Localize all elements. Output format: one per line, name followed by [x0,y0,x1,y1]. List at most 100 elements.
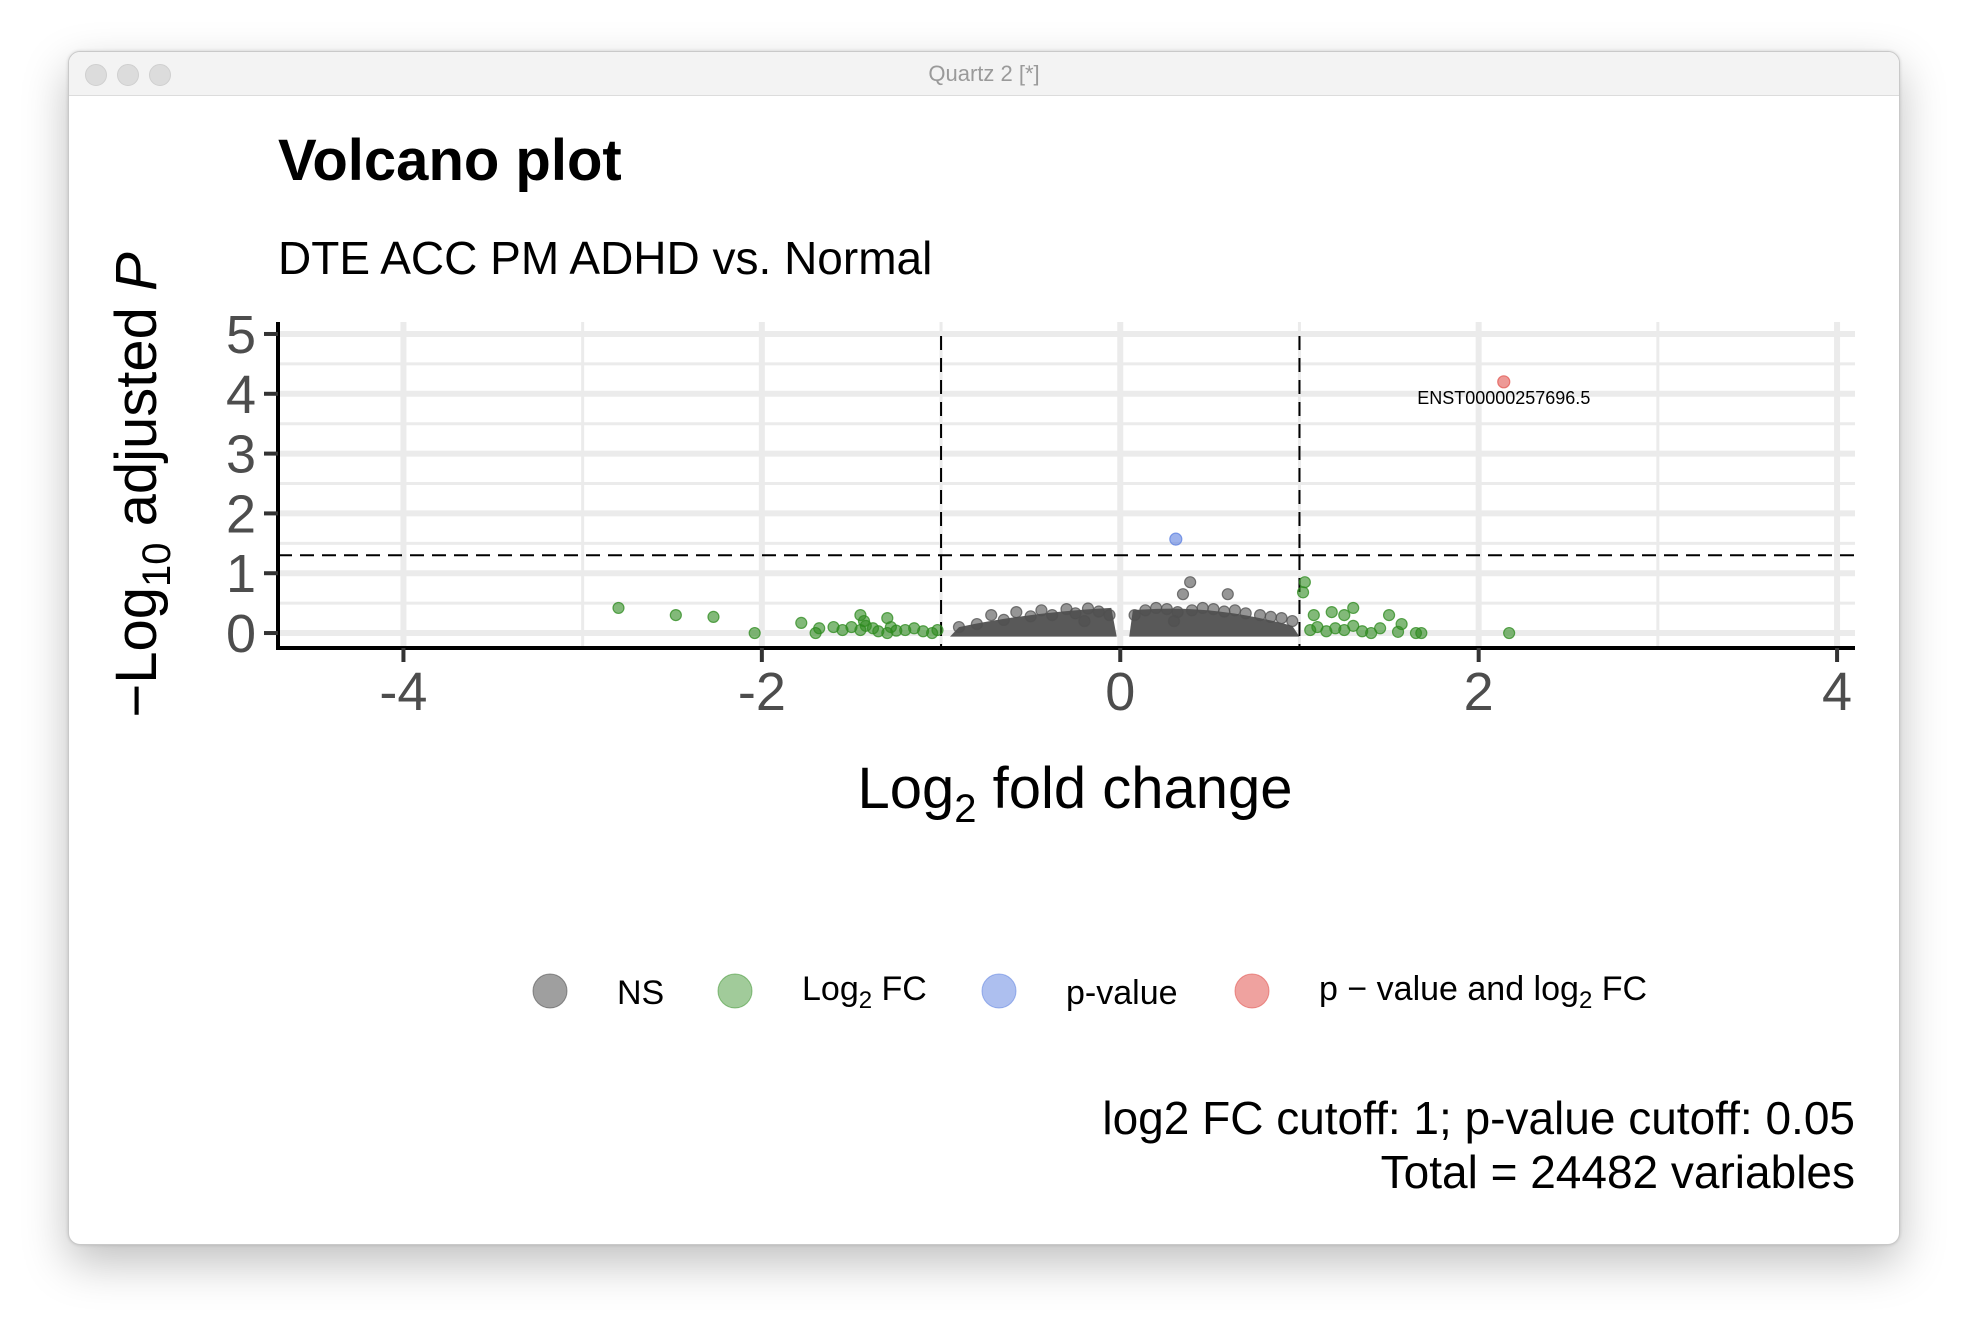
data-point [952,620,966,634]
legend-key-pvalue [981,973,1017,1009]
y-axis-label-pre: −Log [104,587,169,718]
data-point [1218,605,1231,618]
data-point [997,613,1010,626]
data-point [1046,609,1059,622]
data-point [1092,605,1105,618]
data-point [1286,614,1299,628]
y-tick-label: 2 [226,484,256,544]
data-point [1415,626,1428,640]
data-point [1253,609,1267,622]
data-point [1325,606,1338,619]
y-axis-label-sub: 10 [135,543,179,588]
x-tick-label: 2 [1464,662,1494,722]
data-point [1078,614,1091,628]
data-point [1347,619,1360,632]
data-point [1264,610,1277,623]
zoom-button[interactable] [149,64,171,86]
cutoff-lines [278,336,1855,648]
data-point [1338,609,1351,622]
legend-label-log2fc-rest: FC [872,970,927,1008]
minimize-button[interactable] [117,64,139,86]
legend-label-log2fc: Log2 FC [802,970,927,1014]
data-point [881,611,894,625]
data-point [1081,602,1095,615]
data-point [1296,586,1310,599]
data-point [970,617,983,631]
data-point [1382,609,1396,622]
data-point [1128,609,1141,622]
data-point [1185,604,1199,617]
y-axis-label: −Log10 adjusted P [104,252,179,718]
data-point [1176,588,1190,601]
data-point [1139,604,1152,617]
legend-label-log2fc-main: Log [802,970,859,1008]
x-tick-label: -2 [738,662,786,722]
data-point [612,601,625,615]
data-point [931,623,944,637]
data-point [809,626,822,640]
legend-label-both-main: p − value and log [1319,970,1579,1008]
y-tick-label: 3 [226,425,256,485]
legend-label-ns: NS [617,974,664,1012]
y-tick-label: 1 [226,544,256,604]
x-axis-label-rest: fold change [977,756,1293,821]
x-tick-label: -4 [379,662,427,722]
legend-key-ns [532,973,568,1009]
y-axis-label-p: P [104,252,169,291]
data-point [857,614,871,628]
title-bar[interactable]: Quartz 2 [*] [69,52,1899,96]
y-axis-label-mid: adjusted [104,291,169,543]
legend-label-both: p − value and log2 FC [1319,970,1647,1014]
data-point [1035,604,1048,617]
data-point [1395,617,1408,631]
close-button[interactable] [85,64,107,86]
data-point [1184,576,1197,589]
legend-label-pvalue: p-value [1066,974,1178,1012]
points: ENST00000257696.5 [612,375,1590,640]
y-tick-label: 4 [226,365,256,425]
x-axis-label-sub: 2 [954,787,976,831]
y-tick-label: 5 [226,305,256,365]
data-point [1221,588,1234,601]
point-label: ENST00000257696.5 [1417,388,1590,408]
data-point [795,616,808,629]
legend-label-both-rest: FC [1592,970,1647,1008]
data-point [1024,610,1037,623]
data-point [707,610,720,623]
x-axis-label-main: Log [857,756,954,821]
caption-line-2: Total = 24482 variables [1381,1146,1855,1198]
data-point [748,626,761,640]
data-point [1307,609,1320,622]
data-point [985,609,998,622]
data-point [1347,601,1360,615]
data-point [1167,614,1181,628]
legend-label-log2fc-sub: 2 [859,987,872,1014]
data-point [1228,604,1242,617]
chart-subtitle: DTE ACC PM ADHD vs. Normal [278,232,932,284]
legend-key-log2fc [717,973,753,1009]
data-point [1010,606,1023,619]
grid [278,322,1855,648]
window-title: Quartz 2 [*] [928,61,1040,86]
data-point [1497,375,1511,389]
data-point [1150,601,1163,615]
legend-label-both-sub: 2 [1579,987,1592,1014]
legend-key-both [1234,973,1270,1009]
x-tick-label: 4 [1822,662,1852,722]
y-tick-label: 0 [226,604,256,664]
data-point [1298,576,1311,589]
data-point [1503,626,1516,640]
x-tick-label: 0 [1105,662,1135,722]
data-point [1239,607,1252,620]
caption-line-1: log2 FC cutoff: 1; p-value cutoff: 0.05 [1102,1092,1855,1144]
legend: NS Log2 FC p-value p − value and log2 FC [532,970,1647,1014]
data-point [1169,532,1183,546]
data-point [669,609,682,622]
data-point [1275,611,1288,625]
data-point [1196,601,1209,615]
data-point [1103,609,1116,622]
chart-title: Volcano plot [278,128,622,193]
data-point [1207,603,1220,616]
